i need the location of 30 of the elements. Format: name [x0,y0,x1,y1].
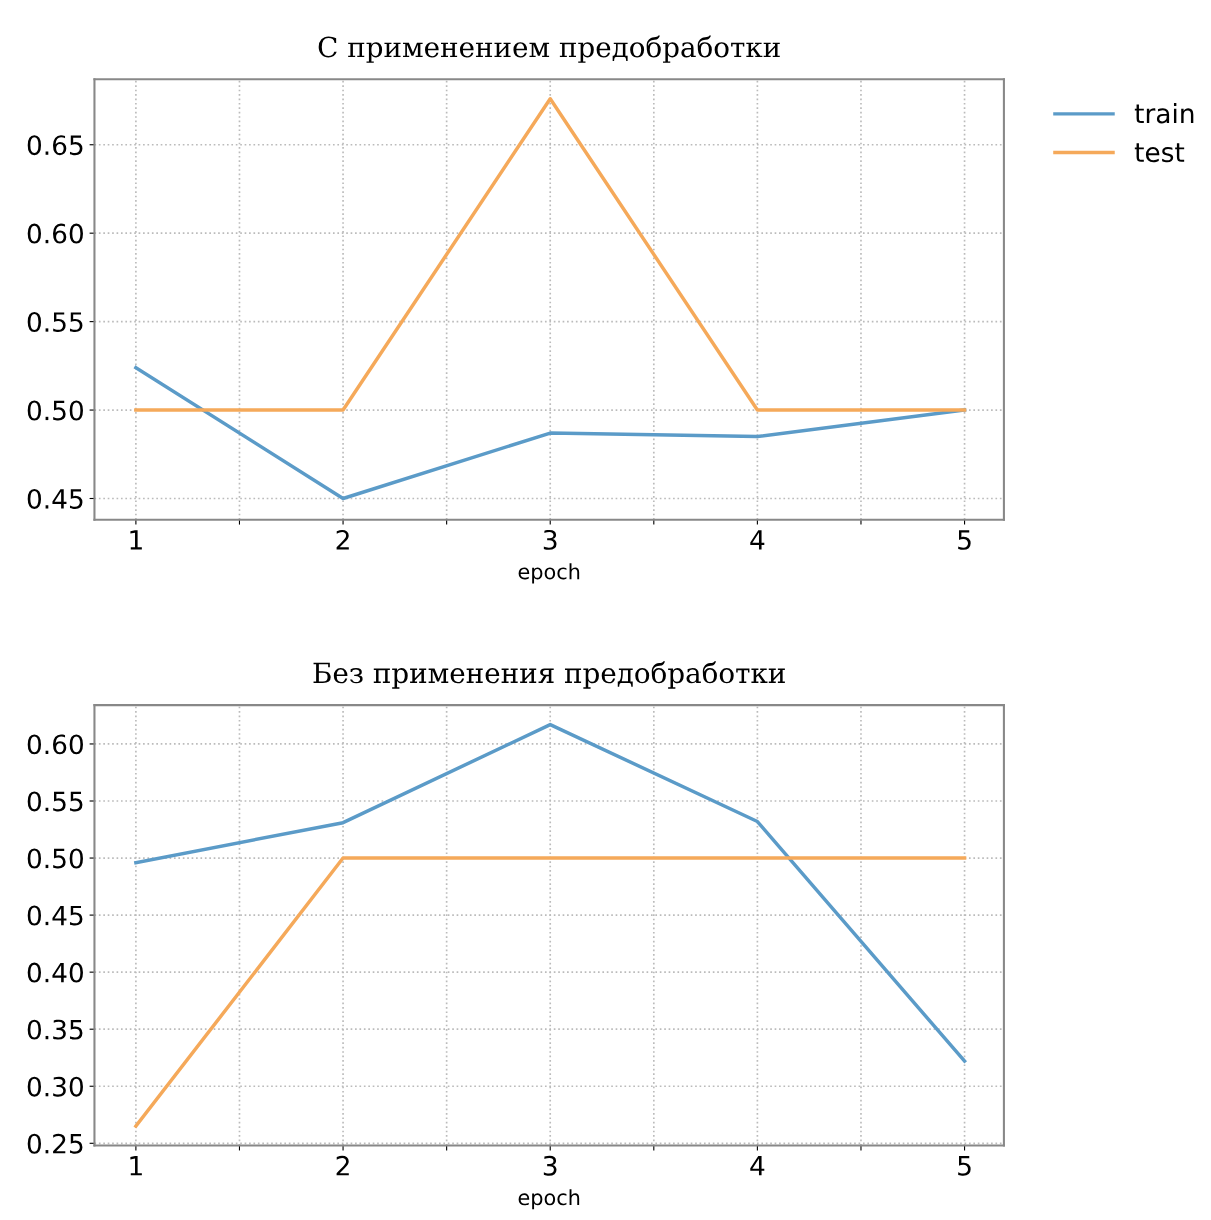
x-tick-label: 5 [958,1156,971,1176]
y-tick-label: 0.50 [27,400,83,421]
x-tick-label: 1 [130,530,142,550]
y-tick-label: 0.60 [27,223,83,244]
x-tick-label: 4 [750,530,765,550]
y-tick-label: 0.55 [27,312,83,333]
x-tick-label: 4 [750,1156,765,1176]
y-tick-label: 0.25 [27,1133,83,1154]
y-tick-label: 0.50 [27,848,83,869]
x-tick-label: 2 [336,1155,349,1176]
y-tick-label: 0.60 [27,734,83,755]
x-tick-label: 5 [958,530,971,550]
y-tick-label: 0.40 [27,962,83,983]
x-tick-label: 1 [130,1156,142,1176]
y-tick-label: 0.55 [27,791,83,812]
x-axis-title: epoch [518,563,580,584]
x-tick-label: 2 [336,529,349,550]
y-tick-label: 0.30 [27,1076,83,1097]
chart-title: С применением предобработки [318,35,780,63]
y-tick-label: 0.45 [27,905,83,926]
legend-label: test [1134,143,1185,163]
chart-title: Без применения предобработки [313,661,785,689]
y-tick-label: 0.65 [27,135,83,156]
x-tick-label: 3 [543,529,557,550]
y-tick-label: 0.45 [27,488,83,509]
line-series [134,722,967,1063]
x-tick-label: 3 [543,1155,557,1176]
x-axis-title: epoch [518,1189,580,1210]
y-tick-label: 0.35 [27,1019,83,1040]
legend-label: train [1134,103,1194,124]
